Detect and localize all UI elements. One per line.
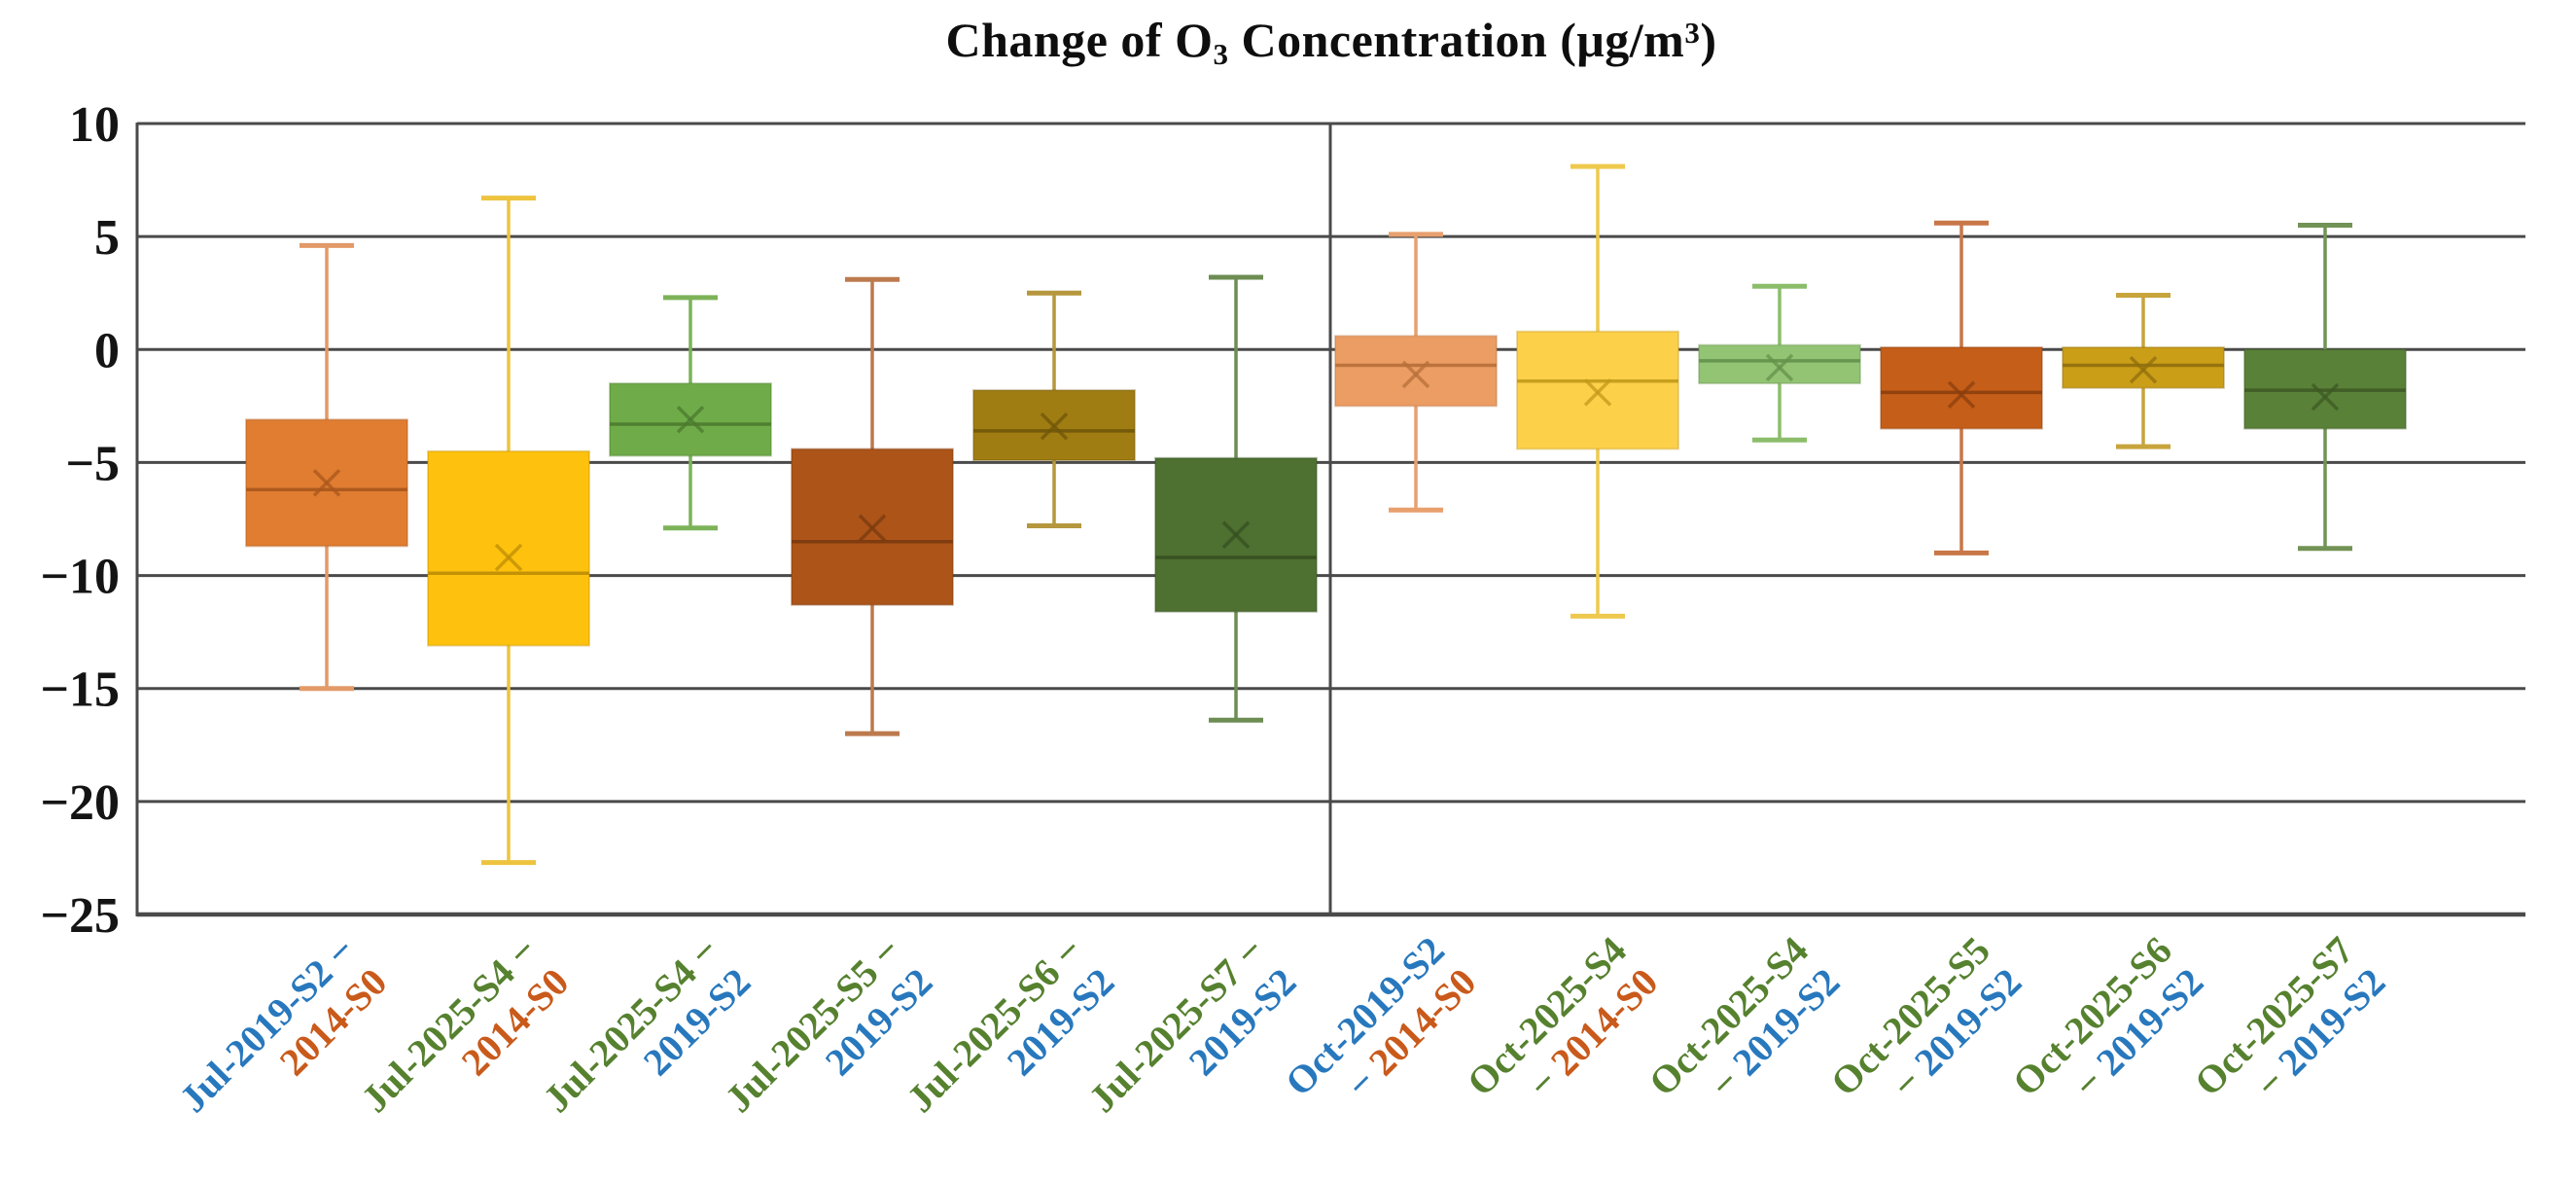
y-tick-label: 5: [94, 210, 120, 266]
y-tick-label: −20: [40, 775, 120, 831]
title-subscript: 3: [1213, 36, 1229, 71]
box: [427, 449, 590, 647]
mean-marker: [494, 543, 523, 572]
mean-marker: [1583, 378, 1612, 407]
title-text: Concentration (μg/m: [1228, 13, 1685, 67]
y-tick-label: 10: [69, 97, 120, 153]
title-text: Change of O: [945, 13, 1214, 67]
mean-marker: [1221, 520, 1251, 549]
mean-marker: [858, 514, 887, 543]
mean-marker: [2311, 382, 2340, 412]
mean-marker: [2129, 355, 2158, 384]
box: [609, 382, 772, 457]
box: [1880, 345, 2043, 430]
y-tick-label: −25: [40, 888, 120, 944]
mean-marker: [1947, 380, 1976, 409]
y-tick-label: −10: [40, 550, 120, 605]
y-tick-label: 0: [94, 323, 120, 378]
box: [1334, 335, 1498, 408]
y-tick-label: −5: [65, 436, 120, 491]
mean-marker: [676, 406, 705, 434]
y-tick-label: −15: [40, 663, 120, 718]
mean-marker: [1765, 353, 1794, 382]
title-superscript: 3: [1684, 16, 1701, 51]
title-text: ): [1700, 13, 1717, 67]
mean-marker: [312, 469, 341, 497]
mean-marker: [1040, 412, 1069, 441]
chart-title: Change of O3 Concentration (μg/m3): [137, 12, 2525, 72]
mean-marker: [1401, 360, 1430, 389]
box: [1698, 343, 1861, 385]
